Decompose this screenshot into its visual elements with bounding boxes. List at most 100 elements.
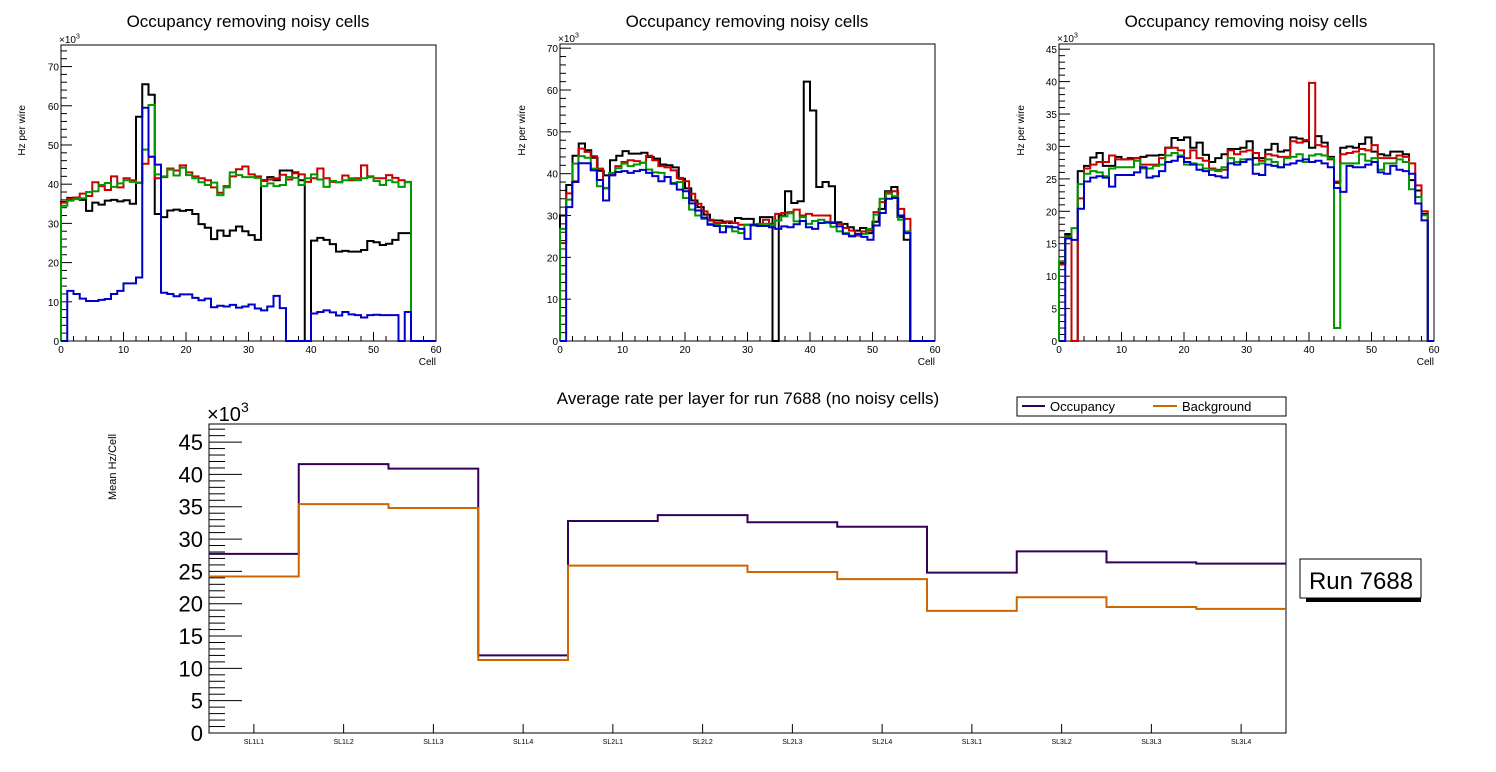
plot-frame (208, 423, 1287, 734)
y-tick-label: 50 (547, 128, 559, 139)
series-blue-line (1059, 155, 1434, 342)
y-tick-label: 5 (191, 689, 203, 714)
panel-1-ylabel: Hz per wire (17, 105, 28, 156)
x-tick-label: 30 (1241, 345, 1253, 356)
x-tick-label: 0 (557, 345, 563, 356)
panel-3-ylabel: Hz per wire (1016, 105, 1027, 156)
panel-1-y-multiplier: ×103 (59, 34, 80, 47)
panel-1-series (60, 83, 436, 342)
panel-1-axes: 0 10 20 30 40 50 60 0 10 20 30 40 50 60 70 (48, 44, 442, 356)
legend-background-label: Background (1182, 399, 1251, 414)
x-category-label: SL1L4 (513, 739, 533, 746)
y-tick-label: 40 (179, 462, 203, 487)
occupancy-panel-1: Occupancy removing noisy cells Hz per wi… (17, 12, 442, 368)
x-tick-label: 40 (1303, 345, 1315, 356)
series-black-line (559, 80, 935, 342)
run-annotation-shadow (1306, 597, 1421, 602)
y-tick-label: 25 (1046, 175, 1058, 186)
panel-1-xlabel: Cell (419, 357, 436, 368)
run-annotation: Run 7688 (1299, 558, 1422, 602)
y-tick-label: 15 (179, 624, 203, 649)
y-tick-label: 40 (48, 180, 60, 191)
plot-frame (1058, 43, 1435, 342)
y-tick-label: 0 (53, 337, 59, 348)
y-tick-label: 70 (547, 44, 559, 55)
series-background-line (209, 503, 1286, 661)
x-tick-label: 50 (867, 345, 879, 356)
y-tick-label: 0 (1051, 337, 1057, 348)
legend-occupancy-label: Occupancy (1050, 399, 1116, 414)
y-tick-label: 20 (48, 259, 60, 270)
occupancy-panel-3: Occupancy removing noisy cells Hz per wi… (1016, 12, 1440, 368)
x-tick-label: 0 (1056, 345, 1062, 356)
y-tick-label: 5 (1051, 305, 1057, 316)
average-rate-axes: SL1L1 SL1L2 SL1L3 SL1L4 SL2L1 SL2L2 SL2L3 SL2L4… (179, 423, 1287, 746)
x-tick-label: 30 (243, 345, 255, 356)
average-rate-panel: Average rate per layer for run 7688 (no … (107, 389, 1422, 746)
run-annotation-box (1299, 558, 1422, 599)
y-tick-label: 35 (1046, 110, 1058, 121)
y-tick-label: 10 (1046, 272, 1058, 283)
x-category-label: SL2L2 (693, 739, 713, 746)
y-multiplier-label: ×103 (59, 34, 80, 47)
y-multiplier-label: ×103 (207, 399, 249, 426)
series-red-line (60, 155, 436, 342)
y-tick-label: 35 (179, 495, 203, 520)
x-category-label: SL2L4 (872, 739, 892, 746)
x-category-label: SL3L1 (962, 739, 982, 746)
y-tick-label: 20 (179, 592, 203, 617)
y-tick-label: 25 (179, 559, 203, 584)
y-tick-label: 60 (547, 86, 559, 97)
y-tick-label: 10 (48, 298, 60, 309)
x-tick-label: 60 (430, 345, 442, 356)
x-tick-label: 50 (368, 345, 380, 356)
x-tick-label: 20 (1178, 345, 1190, 356)
y-tick-label: 30 (179, 527, 203, 552)
series-blue-line (560, 162, 935, 342)
x-category-label: SL1L1 (244, 739, 264, 746)
x-category-label: SL3L3 (1141, 739, 1161, 746)
y-tick-label: 45 (179, 430, 203, 455)
y-tick-label: 0 (552, 337, 558, 348)
panel-1-title: Occupancy removing noisy cells (127, 12, 370, 31)
y-tick-label: 40 (1046, 78, 1058, 89)
y-tick-label: 60 (48, 102, 60, 113)
y-multiplier-label: ×103 (1057, 33, 1078, 46)
x-category-label: SL2L3 (782, 739, 802, 746)
x-tick-label: 0 (58, 345, 64, 356)
x-tick-label: 40 (804, 345, 816, 356)
series-black-line (1058, 135, 1434, 342)
panel-3-xlabel: Cell (1417, 357, 1434, 368)
average-rate-y-multiplier: ×103 (207, 399, 249, 426)
y-tick-label: 15 (1046, 240, 1058, 251)
series-green-line (60, 103, 436, 342)
panel-3-series (1058, 81, 1434, 342)
run-annotation-label: Run 7688 (1309, 568, 1413, 595)
panel-2-title: Occupancy removing noisy cells (626, 12, 869, 31)
x-tick-label: 40 (305, 345, 317, 356)
x-category-label: SL2L1 (603, 739, 623, 746)
x-tick-label: 60 (929, 345, 941, 356)
series-occupancy-line (209, 463, 1286, 657)
y-tick-label: 0 (191, 721, 203, 746)
series-red-line (559, 147, 935, 342)
average-rate-series (209, 463, 1286, 661)
x-category-label: SL3L2 (1052, 739, 1072, 746)
x-category-label: SL3L4 (1231, 739, 1251, 746)
series-green-line (1058, 151, 1434, 342)
panel-2-xlabel: Cell (918, 357, 935, 368)
x-tick-label: 30 (742, 345, 754, 356)
x-tick-label: 60 (1428, 345, 1440, 356)
y-tick-label: 30 (1046, 142, 1058, 153)
y-tick-label: 70 (48, 63, 60, 74)
x-tick-label: 20 (180, 345, 192, 356)
panel-2-series (559, 80, 935, 342)
panel-3-axes: 0 10 20 30 40 50 60 0 5 10 15 20 25 30 35 40 45 (1046, 43, 1440, 356)
y-tick-label: 30 (48, 219, 60, 230)
x-tick-label: 10 (1116, 345, 1128, 356)
legend-box (1016, 396, 1287, 417)
x-tick-label: 10 (617, 345, 629, 356)
plot-frame (60, 44, 437, 342)
y-tick-label: 30 (547, 212, 559, 223)
series-black-line (60, 83, 436, 342)
